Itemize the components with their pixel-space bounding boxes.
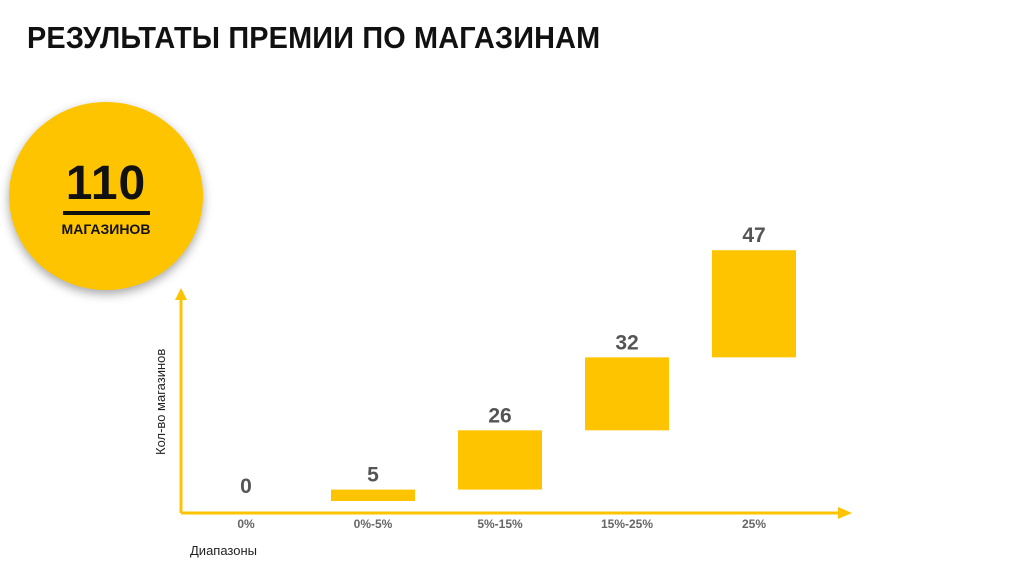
x-tick-label: 0%-5% <box>354 517 393 531</box>
chart-data-labels: 0 5 26 32 47 <box>240 224 766 498</box>
data-label: 32 <box>615 331 638 354</box>
total-stores-label: МАГАЗИНОВ <box>61 221 151 237</box>
data-label: 26 <box>488 404 511 427</box>
total-stores-badge: 110 МАГАЗИНОВ <box>9 102 203 290</box>
chart-bars <box>331 250 796 501</box>
chart-axes <box>175 288 852 519</box>
bar <box>712 250 796 358</box>
total-stores-value: 110 <box>65 157 147 210</box>
data-label: 47 <box>742 224 765 247</box>
bar <box>458 430 542 490</box>
bar <box>585 357 669 431</box>
chart-tick-labels: 0% 0%-5% 5%-15% 15%-25% 25% <box>237 517 766 531</box>
x-tick-label: 25% <box>742 517 766 531</box>
x-tick-label: 15%-25% <box>601 517 653 531</box>
badge-underline <box>63 211 150 215</box>
x-tick-label: 0% <box>237 517 255 531</box>
x-axis-label: Диапазоны <box>190 543 257 558</box>
y-axis-label: Кол-во магазинов <box>153 348 168 455</box>
bar <box>331 489 415 501</box>
x-axis-arrow <box>838 507 852 519</box>
x-tick-label: 5%-15% <box>477 517 523 531</box>
data-label: 5 <box>367 464 379 487</box>
data-label: 0 <box>240 475 252 498</box>
slide-title: РЕЗУЛЬТАТЫ ПРЕМИИ ПО МАГАЗИНАМ <box>27 20 601 55</box>
y-axis-arrow <box>175 288 187 300</box>
